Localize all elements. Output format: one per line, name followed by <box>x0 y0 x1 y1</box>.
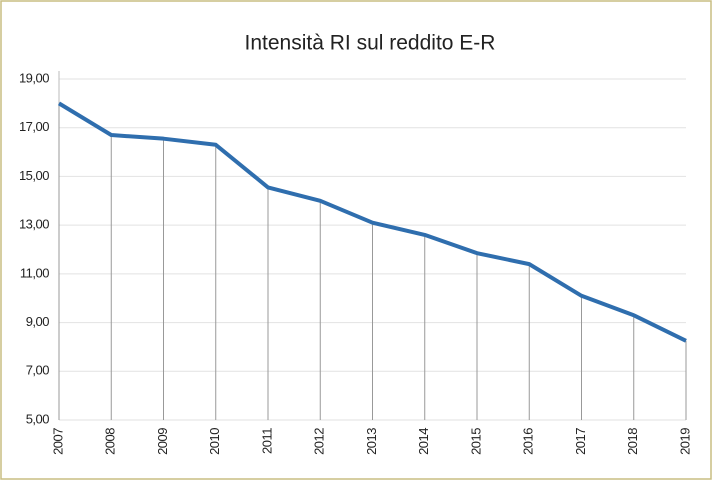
line-series <box>57 101 687 343</box>
y-tick-label: 7,00 <box>26 363 50 378</box>
x-tick-label: 2014 <box>416 428 431 455</box>
x-tick-label: 2018 <box>625 428 640 455</box>
x-tick-label: 2013 <box>364 428 379 455</box>
x-tick-label: 2011 <box>259 428 274 454</box>
x-tick-label: 2016 <box>521 428 536 455</box>
y-tick-label: 11,00 <box>20 265 49 280</box>
x-tick-label: 2012 <box>312 428 327 455</box>
y-tick-label: 15,00 <box>19 168 49 183</box>
y-tick-label: 9,00 <box>26 314 50 329</box>
x-tick-label: 2007 <box>50 428 65 455</box>
x-tick-label: 2019 <box>677 428 692 455</box>
x-tick-label: 2010 <box>207 428 222 455</box>
y-tick-label: 17,00 <box>19 119 49 134</box>
x-tick-label: 2009 <box>155 428 170 455</box>
x-tick-label: 2015 <box>468 428 483 455</box>
x-tick-label: 2017 <box>573 428 588 455</box>
x-tick-label: 2008 <box>103 428 118 455</box>
y-tick-label: 5,00 <box>26 411 50 426</box>
y-tick-label: 13,00 <box>19 217 49 232</box>
y-tick-label: 19,00 <box>19 70 49 85</box>
chart-title: Intensità RI sul reddito E-R <box>245 32 496 55</box>
